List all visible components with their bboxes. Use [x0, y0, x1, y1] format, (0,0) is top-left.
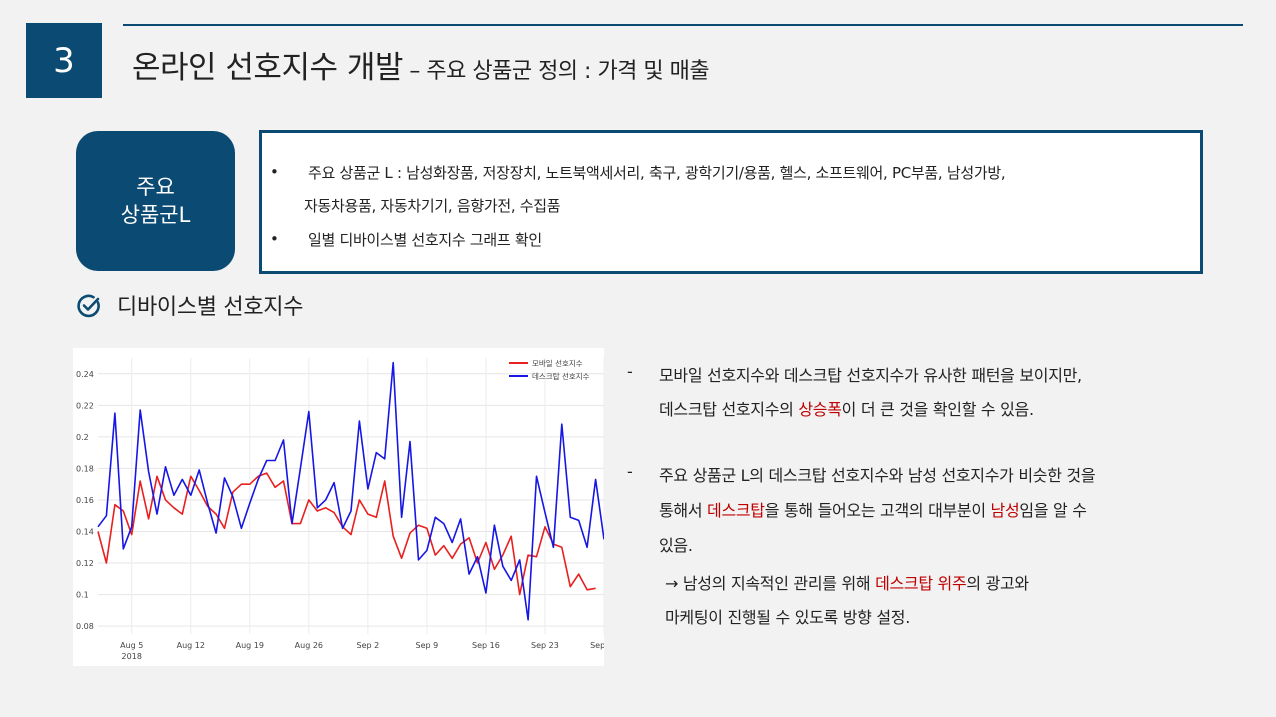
- note1-highlight: 상승폭: [798, 400, 842, 419]
- series-line-desktop: [97, 361, 604, 621]
- section-title: 디바이스별 선호지수: [117, 295, 304, 320]
- x-tick-label: Sep 30: [590, 641, 604, 650]
- header-divider: [123, 24, 1243, 26]
- x-tick-label: Sep 9: [416, 641, 439, 650]
- x-tick-label: Aug 5: [120, 641, 143, 650]
- x-tick-label: Aug 12: [177, 641, 205, 650]
- x-tick-label: Sep 16: [472, 641, 500, 650]
- page-subtitle: – 주요 상품군 정의 : 가격 및 매출: [402, 59, 710, 84]
- y-tick-label: 0.1: [76, 591, 89, 600]
- x-tick-year-label: 2018: [122, 652, 142, 661]
- section-number: 3: [53, 40, 75, 81]
- x-tick-label: Sep 23: [531, 641, 559, 650]
- x-tick-label: Sep 2: [357, 641, 380, 650]
- note2-highlight: 데스크탑: [707, 501, 765, 520]
- note-dash: -: [627, 362, 633, 381]
- note1-text: 이 더 큰 것을 확인할 수 있음.: [841, 400, 1034, 419]
- bullet-category-list-line1: 주요 상품군 L : 남성화장품, 저장장치, 노트북액세서리, 축구, 광학기…: [308, 164, 1006, 182]
- note2-highlight: 남성: [990, 501, 1020, 520]
- page-title: 온라인 선호지수 개발 – 주요 상품군 정의 : 가격 및 매출: [132, 42, 710, 87]
- y-axis-ticks: 0.08 0.1 0.12 0.14 0.16 0.18 0.2 0.22 0.24: [76, 370, 94, 631]
- x-tick-label: Aug 26: [295, 641, 323, 650]
- y-tick-label: 0.2: [76, 433, 89, 442]
- note1-line2: 데스크탑 선호지수의 상승폭이 더 큰 것을 확인할 수 있음.: [659, 396, 1034, 420]
- x-axis-ticks: Aug 5 2018 Aug 12 Aug 19 Aug 26 Sep 2 Sep 9 Sep…: [120, 641, 604, 661]
- category-badge: 주요 상품군L: [76, 131, 235, 271]
- bullet-dot: •: [270, 163, 279, 181]
- y-tick-label: 0.24: [76, 370, 94, 379]
- category-badge-line2: 상품군L: [120, 203, 191, 227]
- y-tick-label: 0.12: [76, 559, 94, 568]
- page-title-main: 온라인 선호지수 개발: [132, 50, 403, 86]
- note3-highlight: 데스크탑 위주: [875, 574, 967, 593]
- note3-line2: 마케팅이 진행될 수 있도록 방향 설정.: [665, 608, 911, 627]
- note3-text: → 남성의 지속적인 관리를 위해: [665, 574, 876, 593]
- device-preference-line-chart: 0.08 0.1 0.12 0.14 0.16 0.18 0.2 0.22 0.24 Aug 5…: [73, 348, 604, 666]
- note1-text: 데스크탑 선호지수의: [659, 400, 799, 419]
- x-tick-label: Aug 19: [236, 641, 264, 650]
- legend-label: 데스크탑 선호지수: [532, 372, 590, 381]
- note3-text: 의 광고와: [966, 574, 1029, 593]
- bullet-category-list-line2: 자동차용품, 자동차기기, 음향가전, 수집품: [304, 197, 561, 215]
- section-number-badge: 3: [26, 23, 102, 98]
- chart-series: [97, 361, 604, 621]
- note3-line1: → 남성의 지속적인 관리를 위해 데스크탑 위주의 광고와: [665, 570, 1029, 594]
- y-tick-label: 0.18: [76, 464, 94, 473]
- legend-label: 모바일 선호지수: [532, 358, 583, 368]
- note2-text: 임을 알 수: [1019, 501, 1087, 520]
- y-tick-label: 0.08: [76, 622, 94, 631]
- y-tick-label: 0.22: [76, 401, 94, 410]
- y-tick-label: 0.16: [76, 496, 94, 505]
- category-badge-line1: 주요: [136, 175, 175, 199]
- check-circle-icon: [77, 294, 100, 318]
- bullet-dot: •: [270, 230, 279, 248]
- note2-line1: 주요 상품군 L의 데스크탑 선호지수와 남성 선호지수가 비슷한 것을: [659, 466, 1096, 485]
- chart-grid: [98, 358, 604, 634]
- note1-line1: 모바일 선호지수와 데스크탑 선호지수가 유사한 패턴을 보이지만,: [659, 366, 1082, 385]
- category-info-box: • 주요 상품군 L : 남성화장품, 저장장치, 노트북액세서리, 축구, 광…: [259, 130, 1203, 274]
- note2-text: 통해서: [659, 501, 708, 520]
- note2-line2: 통해서 데스크탑을 통해 들어오는 고객의 대부분이 남성임을 알 수: [659, 497, 1087, 521]
- y-tick-label: 0.14: [76, 527, 94, 536]
- note2-line3: 있음.: [659, 536, 693, 555]
- series-line-mobile: [97, 472, 596, 596]
- note2-text: 을 통해 들어오는 고객의 대부분이: [764, 501, 991, 520]
- note-dash: -: [627, 462, 633, 481]
- bullet-graph-check: 일별 디바이스별 선호지수 그래프 확인: [308, 231, 542, 249]
